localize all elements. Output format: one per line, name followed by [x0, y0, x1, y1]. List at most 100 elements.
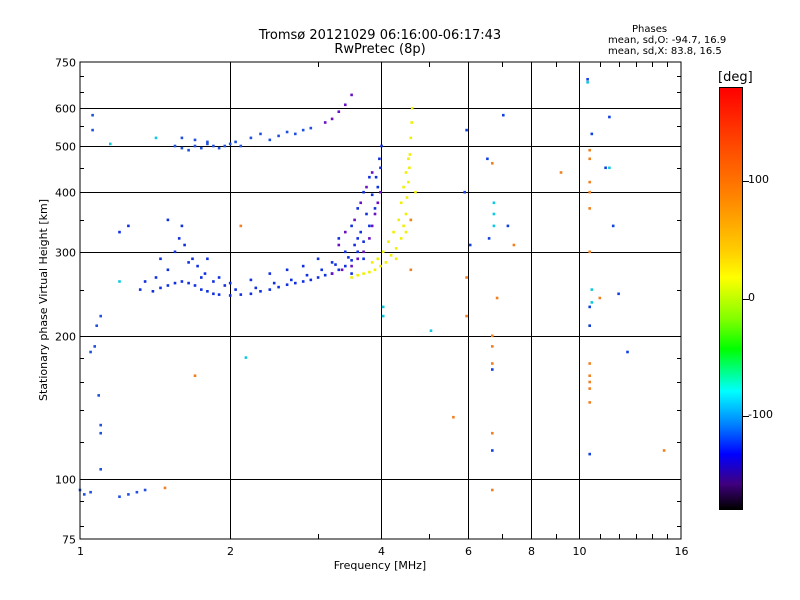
echo-point — [212, 292, 215, 296]
echo-point — [376, 201, 380, 205]
colorbar-tick — [743, 299, 749, 300]
echo-point — [309, 126, 313, 130]
echo-point — [468, 243, 472, 247]
echo-point — [353, 218, 356, 222]
echo-point — [330, 261, 334, 264]
echo-point — [309, 278, 313, 282]
echo-point — [407, 157, 410, 161]
echo-point — [368, 270, 371, 274]
echo-point — [588, 452, 591, 456]
echo-point — [359, 201, 362, 205]
echo-point — [350, 93, 353, 97]
echo-point — [491, 449, 494, 452]
echo-point — [404, 171, 408, 174]
echo-point — [359, 230, 362, 234]
colorbar-tick — [743, 181, 749, 182]
echo-point — [217, 146, 221, 150]
echo-point — [177, 237, 181, 240]
echo-point — [491, 488, 494, 492]
echo-point — [228, 294, 232, 297]
echo-point — [337, 237, 341, 240]
echo-point — [356, 257, 359, 261]
echo-point — [409, 218, 413, 222]
echo-point — [365, 212, 368, 216]
echo-point — [407, 180, 410, 184]
echo-point — [180, 224, 184, 228]
echo-point — [249, 292, 253, 296]
echo-point — [268, 272, 272, 275]
echo-point — [353, 243, 356, 247]
echo-point — [259, 290, 262, 293]
echo-point — [588, 190, 591, 194]
echo-point — [350, 264, 353, 268]
echo-point — [173, 250, 177, 254]
echo-point — [99, 468, 102, 471]
echo-point — [376, 185, 380, 189]
echo-point — [89, 490, 92, 494]
echo-point — [294, 281, 297, 285]
echo-point — [277, 285, 280, 289]
echo-point — [588, 305, 591, 309]
echo-point — [344, 264, 347, 268]
echo-point — [362, 257, 365, 261]
colorbar — [719, 87, 743, 510]
echo-point — [187, 148, 190, 152]
echo-point — [249, 136, 253, 140]
echo-point — [173, 281, 177, 285]
echo-point — [330, 272, 334, 275]
echo-point — [384, 261, 388, 264]
echo-point — [316, 276, 320, 279]
echo-point — [223, 144, 227, 148]
echo-point — [301, 264, 305, 268]
echo-point — [397, 218, 400, 222]
x-tick-label: 1 — [77, 545, 84, 558]
echo-point — [404, 230, 408, 234]
echo-point — [151, 290, 155, 293]
echo-point — [370, 261, 374, 264]
echo-point — [486, 157, 489, 161]
echo-point — [127, 224, 130, 228]
echo-point — [350, 224, 353, 228]
x-tick-label: 6 — [465, 545, 472, 558]
echo-point — [512, 243, 516, 247]
echo-point — [268, 288, 272, 291]
echo-point — [611, 224, 615, 228]
echo-point — [334, 263, 337, 266]
echo-point — [491, 368, 494, 371]
echo-point — [272, 281, 276, 285]
echo-point — [491, 362, 494, 365]
echo-point — [285, 283, 289, 286]
echo-point — [206, 142, 209, 146]
echo-point — [410, 106, 414, 110]
echo-point — [159, 257, 162, 261]
echo-point — [399, 237, 403, 240]
x-tick-label: 8 — [528, 545, 535, 558]
echo-point — [465, 128, 468, 132]
echo-point — [163, 486, 167, 490]
echo-point — [491, 431, 494, 435]
echo-point — [344, 103, 347, 107]
echo-point — [495, 296, 499, 300]
echo-point — [404, 212, 408, 216]
echo-point — [362, 272, 365, 275]
colorbar-tick — [743, 416, 749, 417]
echo-point — [180, 280, 184, 283]
x-tick-label: 4 — [378, 545, 385, 558]
echo-point — [187, 281, 190, 285]
echo-point — [588, 250, 591, 254]
echo-point — [97, 394, 100, 397]
echo-point — [109, 142, 112, 146]
echo-point — [387, 240, 390, 243]
echo-point — [379, 190, 382, 194]
echo-point — [203, 272, 207, 275]
echo-point — [206, 140, 209, 144]
echo-point — [135, 490, 139, 494]
echo-points — [78, 78, 666, 498]
y-tick-label: 750 — [55, 57, 76, 70]
echo-point — [586, 81, 589, 84]
echo-point — [380, 144, 383, 148]
echo-point — [193, 284, 197, 287]
echo-point — [368, 175, 371, 179]
echo-point — [350, 259, 353, 262]
echo-point — [337, 110, 341, 113]
